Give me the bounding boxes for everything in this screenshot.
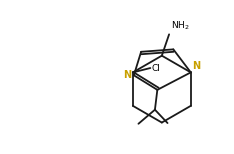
- Text: NH$_2$: NH$_2$: [171, 20, 190, 32]
- Text: Cl: Cl: [152, 64, 161, 73]
- Text: N: N: [192, 61, 200, 71]
- Text: N: N: [123, 70, 131, 80]
